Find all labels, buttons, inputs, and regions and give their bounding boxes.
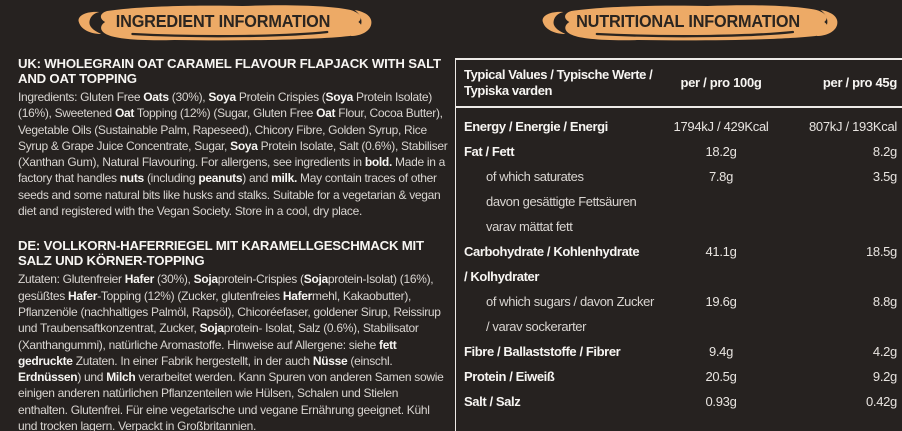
value-per-45g: 9.2g [872, 369, 897, 384]
value-per-100g: 20.5g [705, 369, 737, 384]
nutrient-label: Salt / Salz [464, 394, 521, 409]
table-row: of which saturates 7.8g 3.5g [456, 164, 902, 189]
nutrition-panel: NUTRITIONAL INFORMATION Typical Values /… [455, 0, 902, 431]
brush-stroke-icon [78, 5, 372, 41]
nutrition-header: NUTRITIONAL INFORMATION [536, 3, 840, 43]
value-per-45g: 18.5g [865, 244, 897, 259]
value-per-100g: 19.6g [705, 294, 737, 309]
nutrient-label: davon gesättigte Fettsäuren [486, 194, 637, 209]
nutrient-label: varav mättat fett [486, 219, 573, 234]
column-header-per-100g: per / pro 100g [680, 75, 762, 90]
nutrition-table: Typical Values / Typische Werte / Typisk… [455, 58, 902, 431]
nutrient-label: Fibre / Ballaststoffe / Fibrer [464, 344, 621, 359]
nutrient-label: of which saturates [486, 169, 584, 184]
table-row: / varav sockerarter [456, 314, 902, 339]
table-row: varav mättat fett [456, 214, 902, 239]
nutrient-label: Carbohydrate / Kohlenhydrate [464, 244, 640, 259]
nutrient-label: Energy / Energie / Energi [464, 119, 608, 134]
nutrient-label: Fat / Fett [464, 144, 515, 159]
brush-stroke-icon [542, 5, 838, 41]
value-per-45g: 807kJ / 193Kcal [808, 119, 897, 134]
value-per-45g: 3.5g [872, 169, 897, 184]
table-row: Fibre / Ballaststoffe / Fibrer 9.4g 4.2g [456, 339, 902, 364]
value-per-45g: 4.2g [872, 344, 897, 359]
value-per-100g: 41.1g [705, 244, 737, 259]
ingredient-header: INGREDIENT INFORMATION [72, 3, 374, 43]
table-row: Salt / Salz 0.93g 0.42g [456, 389, 902, 414]
nutrient-label: Protein / Eiweiß [464, 369, 555, 384]
value-per-45g: 8.2g [872, 144, 897, 159]
value-per-100g: 1794kJ / 429Kcal [673, 119, 769, 134]
nutrition-table-header: Typical Values / Typische Werte / Typisk… [456, 60, 902, 108]
de-product-title: DE: VOLLKORN-HAFERRIEGEL MIT KARAMELLGES… [18, 238, 424, 269]
nutrient-label: of which sugars / davon Zucker [486, 294, 654, 309]
ingredient-panel: INGREDIENT INFORMATION UK: WHOLEGRAIN OA… [18, 3, 448, 431]
table-row: Carbohydrate / Kohlenhydrate 41.1g 18.5g [456, 239, 902, 264]
table-row: davon gesättigte Fettsäuren [456, 189, 902, 214]
uk-product-title: UK: WHOLEGRAIN OAT CARAMEL FLAVOUR FLAPJ… [18, 56, 441, 86]
value-per-100g: 7.8g [708, 169, 734, 184]
value-per-100g: 0.93g [705, 394, 737, 409]
de-ingredients-text: Zutaten: Glutenfreier Hafer (30%), Sojap… [18, 272, 444, 431]
nutrient-label: / Kolhydrater [464, 269, 539, 284]
nutrient-label: / varav sockerarter [486, 319, 587, 334]
column-header-typical-values: Typical Values / Typische Werte / Typisk… [464, 67, 653, 98]
table-row: / Kolhydrater [456, 264, 902, 289]
value-per-100g: 9.4g [708, 344, 734, 359]
nutrition-header-title: NUTRITIONAL INFORMATION [576, 11, 800, 31]
ingredient-text-column: UK: WHOLEGRAIN OAT CARAMEL FLAVOUR FLAPJ… [18, 43, 448, 431]
table-row: Protein / Eiweiß 20.5g 9.2g [456, 364, 902, 389]
table-row: Fat / Fett 18.2g 8.2g [456, 139, 902, 164]
nutrition-table-body: Energy / Energie / Energi 1794kJ / 429Kc… [456, 108, 902, 414]
table-row: Energy / Energie / Energi 1794kJ / 429Kc… [456, 114, 902, 139]
value-per-100g: 18.2g [705, 144, 737, 159]
value-per-45g: 8.8g [872, 294, 897, 309]
ingredient-header-title: INGREDIENT INFORMATION [115, 11, 331, 31]
table-row: of which sugars / davon Zucker 19.6g 8.8… [456, 289, 902, 314]
column-header-per-45g: per / pro 45g [822, 75, 897, 90]
uk-ingredients-text: Ingredients: Gluten Free Oats (30%), Soy… [18, 90, 448, 219]
value-per-45g: 0.42g [865, 394, 897, 409]
